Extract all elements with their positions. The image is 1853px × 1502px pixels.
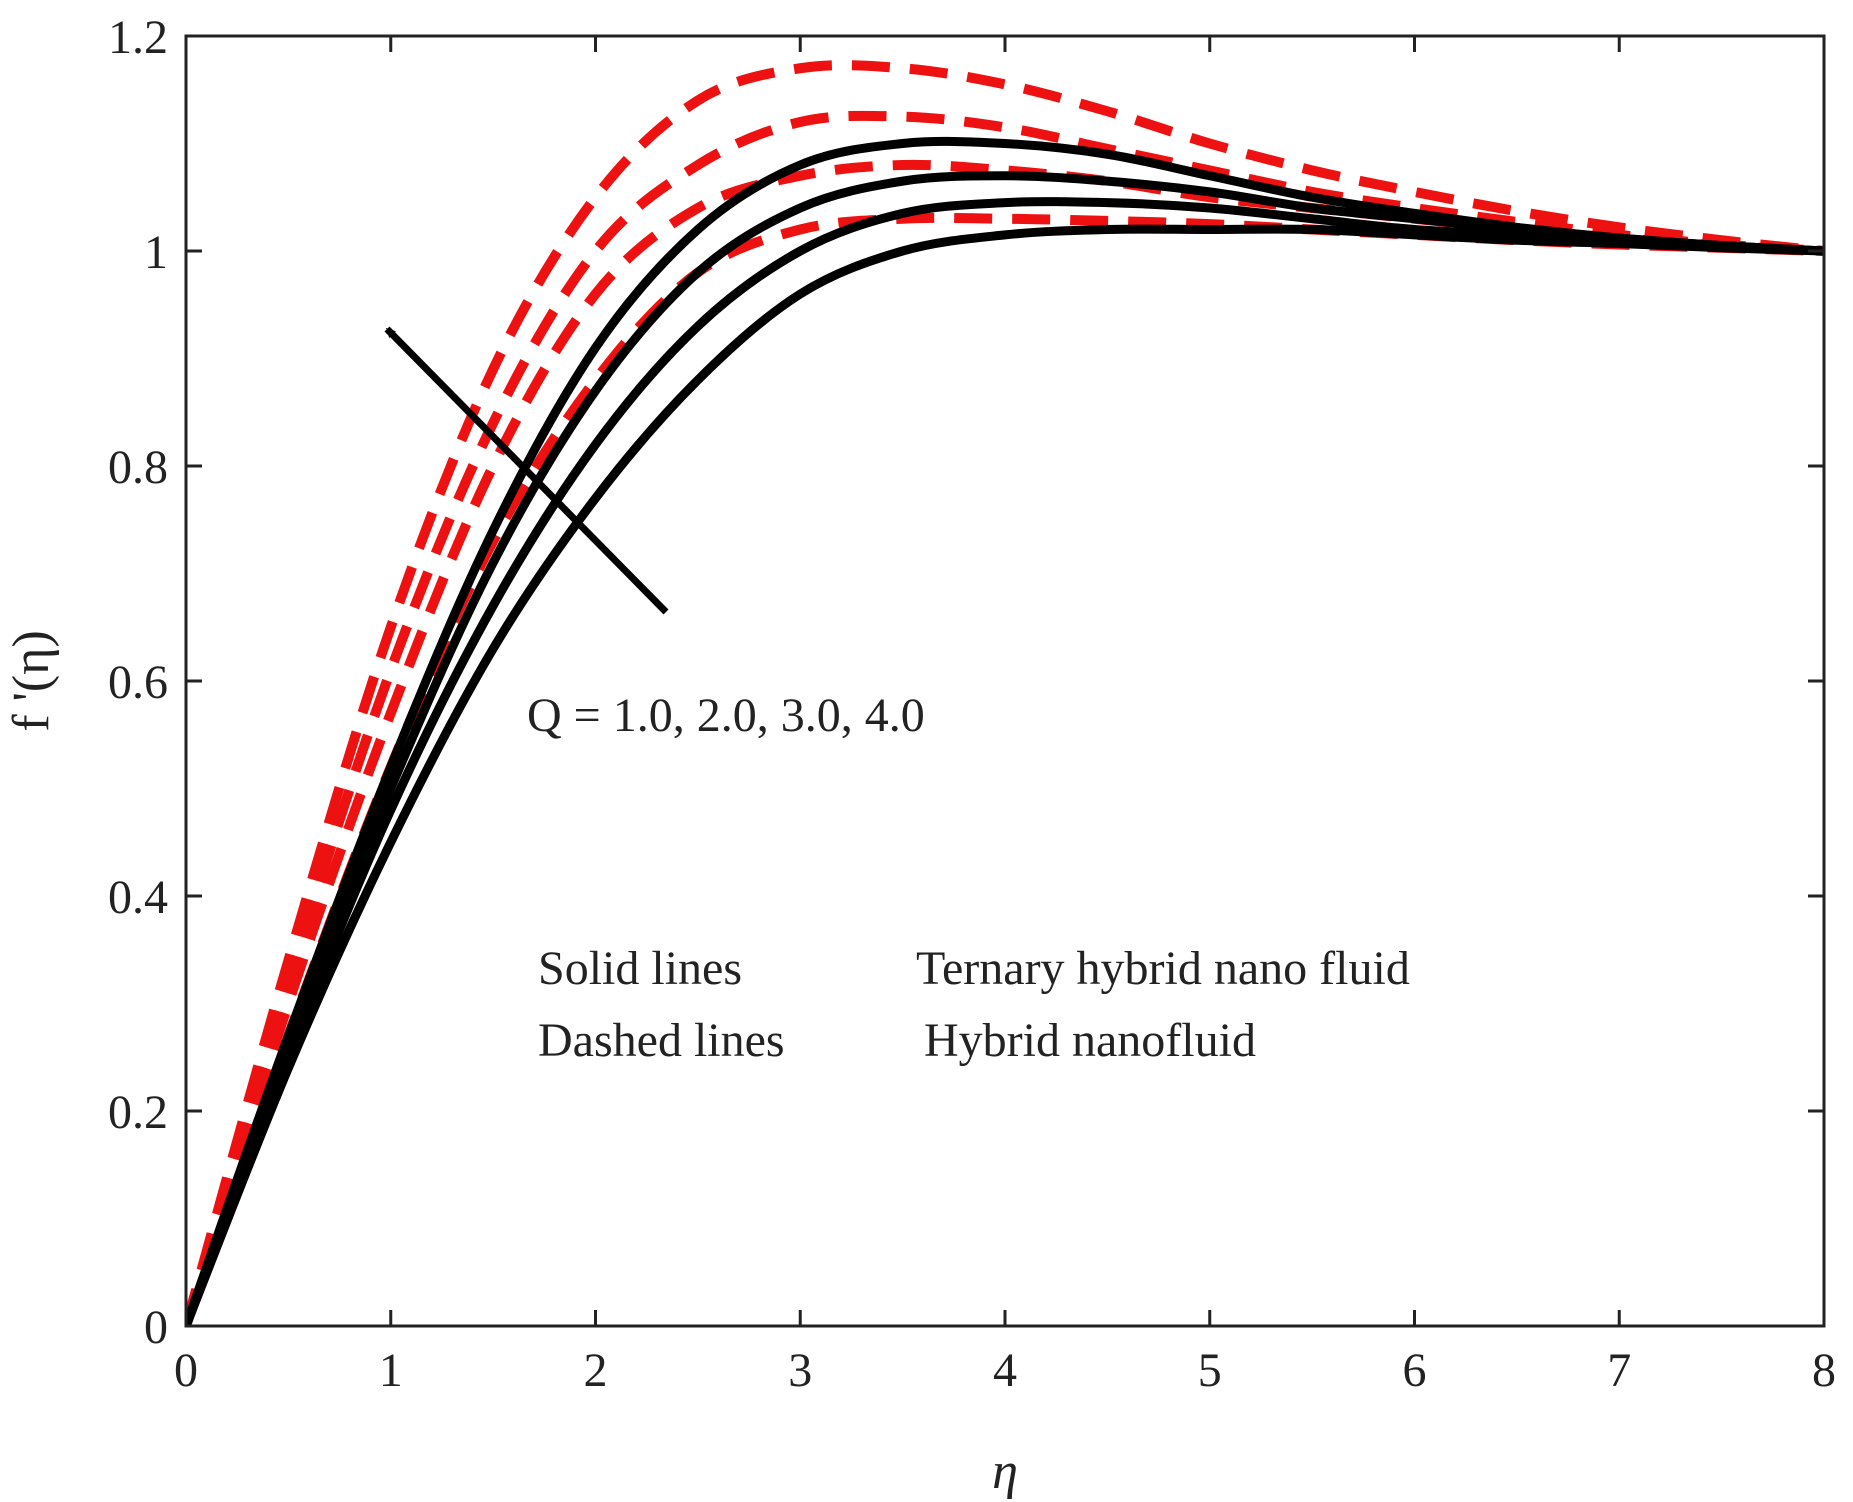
hybrid-series-line-2 xyxy=(186,159,1824,1326)
increase-arrow xyxy=(384,326,669,615)
y-tick-label: 0.4 xyxy=(108,871,168,924)
y-tick-label: 0.6 xyxy=(108,656,168,709)
x-tick-label: 1 xyxy=(379,1344,403,1397)
ternary-series-line-2 xyxy=(186,197,1824,1326)
series-layer xyxy=(186,60,1824,1326)
x-tick-label: 8 xyxy=(1812,1344,1836,1397)
x-tick-label: 3 xyxy=(788,1344,812,1397)
y-axis-title: f '(η) xyxy=(3,630,60,732)
x-axis-title: η xyxy=(992,1443,1018,1500)
y-tick-label: 0 xyxy=(144,1301,168,1354)
x-tick-label: 2 xyxy=(584,1344,608,1397)
x-tick-label: 7 xyxy=(1607,1344,1631,1397)
tick-layer: 0 1 2 3 4 5 6 7 8 0 0.2 0.4 0.6 0.8 1 1.2 xyxy=(108,11,1836,1397)
ternary-series-line-4 xyxy=(186,136,1824,1326)
x-tick-label: 0 xyxy=(174,1344,198,1397)
x-tick-label: 4 xyxy=(993,1344,1017,1397)
y-tick-label: 1 xyxy=(144,226,168,279)
legend-value-solid: Ternary hybrid nano fluid xyxy=(916,942,1410,995)
legend-value-dashed: Hybrid nanofluid xyxy=(924,1014,1256,1067)
y-tick-label: 0.2 xyxy=(108,1086,168,1139)
y-tick-label: 1.2 xyxy=(108,11,168,64)
hybrid-series-line-3 xyxy=(186,110,1824,1326)
x-tick-label: 6 xyxy=(1403,1344,1427,1397)
legend-key-dashed: Dashed lines xyxy=(538,1014,785,1067)
legend-key-solid: Solid lines xyxy=(538,942,742,995)
x-tick-label: 5 xyxy=(1198,1344,1222,1397)
y-tick-label: 0.8 xyxy=(108,441,168,494)
ternary-series-line-1 xyxy=(186,224,1824,1326)
arrow-label: Q = 1.0, 2.0, 3.0, 4.0 xyxy=(527,689,925,742)
